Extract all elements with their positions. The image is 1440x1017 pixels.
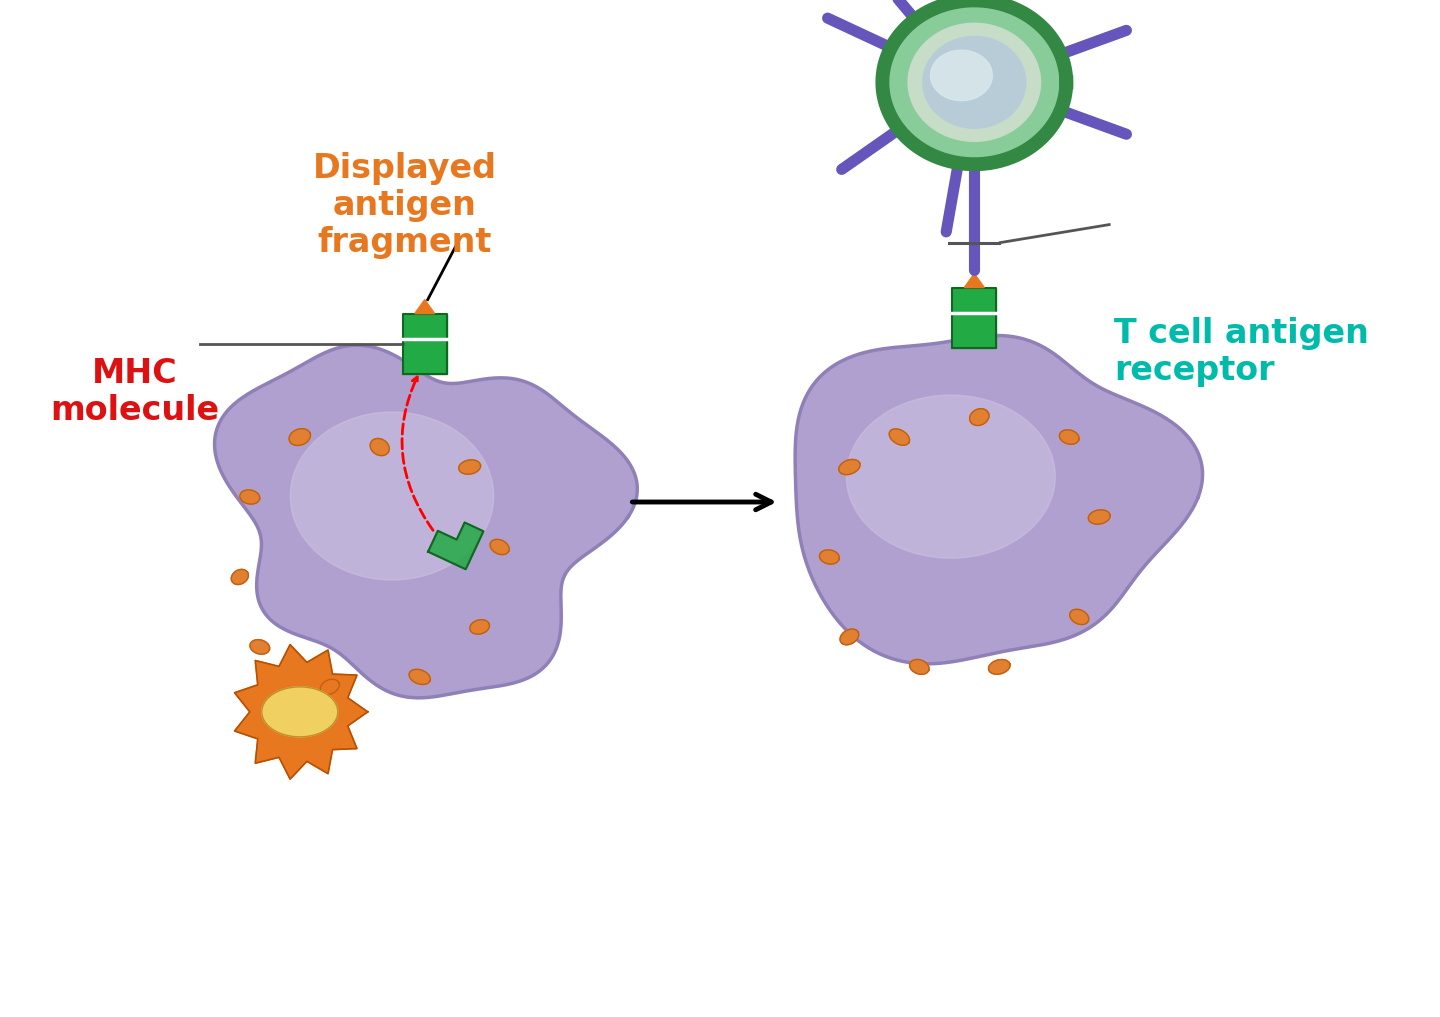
Text: T cell antigen
receptor: T cell antigen receptor: [1115, 317, 1369, 387]
Polygon shape: [910, 659, 929, 674]
Polygon shape: [819, 550, 840, 564]
Polygon shape: [251, 640, 269, 654]
Polygon shape: [289, 428, 311, 445]
Polygon shape: [409, 669, 431, 684]
Polygon shape: [240, 490, 259, 504]
Polygon shape: [370, 438, 389, 456]
Polygon shape: [490, 539, 510, 554]
Polygon shape: [930, 50, 992, 101]
Polygon shape: [403, 313, 446, 373]
Polygon shape: [883, 0, 1066, 164]
Polygon shape: [1089, 510, 1110, 524]
Polygon shape: [840, 460, 860, 475]
Polygon shape: [988, 660, 1009, 674]
Polygon shape: [232, 570, 248, 585]
Polygon shape: [415, 300, 435, 313]
Polygon shape: [459, 460, 481, 474]
Polygon shape: [469, 619, 490, 635]
Polygon shape: [262, 686, 338, 737]
Polygon shape: [847, 395, 1056, 558]
Polygon shape: [969, 409, 989, 425]
Polygon shape: [428, 523, 484, 570]
Polygon shape: [291, 412, 494, 580]
Text: MHC
molecule: MHC molecule: [50, 357, 219, 427]
Polygon shape: [1060, 430, 1079, 444]
Polygon shape: [320, 679, 340, 695]
Polygon shape: [1070, 609, 1089, 624]
Polygon shape: [840, 630, 858, 645]
Text: Displayed
antigen
fragment: Displayed antigen fragment: [312, 153, 497, 259]
Polygon shape: [923, 37, 1025, 128]
Polygon shape: [909, 23, 1041, 141]
Polygon shape: [890, 429, 910, 445]
Polygon shape: [965, 274, 985, 288]
Polygon shape: [795, 336, 1202, 664]
Polygon shape: [215, 345, 638, 698]
Polygon shape: [235, 645, 367, 779]
Polygon shape: [952, 288, 996, 348]
